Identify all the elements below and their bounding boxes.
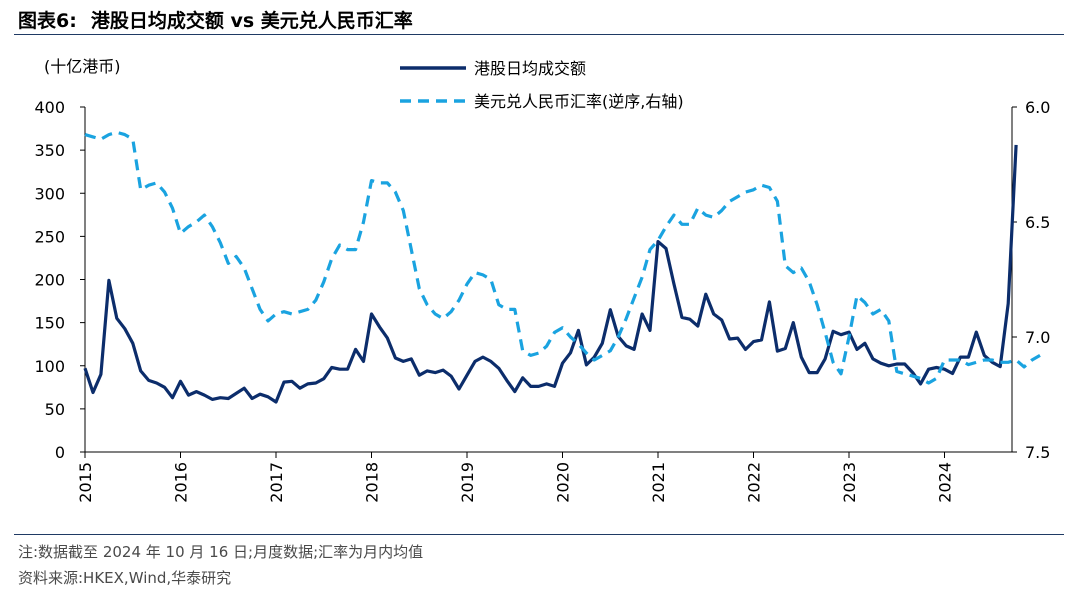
footnote: 注:数据截至 2024 年 10 月 16 日;月度数据;汇率为月内均值 xyxy=(18,543,424,561)
left-tick-label: 150 xyxy=(34,314,65,333)
left-tick-label: 200 xyxy=(34,271,65,290)
x-tick-label: 2024 xyxy=(936,462,955,503)
fx-series-line xyxy=(84,130,1041,385)
left-tick-label: 300 xyxy=(34,184,65,203)
left-tick-label: 0 xyxy=(55,443,65,462)
top-rule xyxy=(14,34,1064,35)
legend-fx-label: 美元兑人民币汇率(逆序,右轴) xyxy=(474,92,684,111)
right-tick-label: 7.0 xyxy=(1025,328,1050,347)
axes: (十亿港币) 0 50 100 150 200 250 300 350 400 6.0 6.5 7.0 7… xyxy=(34,57,1050,503)
left-axis-unit-label: (十亿港币) xyxy=(44,57,121,76)
turnover-series-line xyxy=(83,144,1018,404)
left-tick-label: 400 xyxy=(34,98,65,117)
x-tick-label: 2015 xyxy=(76,462,95,503)
left-tick-label: 100 xyxy=(34,357,65,376)
figure-label: 图表6: xyxy=(18,10,77,32)
right-tick-label: 7.5 xyxy=(1025,443,1050,462)
x-tick-label: 2020 xyxy=(554,462,573,503)
figure-title-bar: 图表6: 港股日均成交额 vs 美元兑人民币汇率 xyxy=(18,6,413,33)
x-tick-label: 2022 xyxy=(745,462,764,503)
x-tick-label: 2017 xyxy=(267,462,286,503)
legend-turnover-label: 港股日均成交额 xyxy=(474,59,586,78)
left-tick-label: 250 xyxy=(34,227,65,246)
source-note: 资料来源:HKEX,Wind,华泰研究 xyxy=(18,569,232,587)
figure-title: 港股日均成交额 vs 美元兑人民币汇率 xyxy=(90,10,413,32)
x-tick-label: 2019 xyxy=(458,462,477,503)
x-tick-label: 2023 xyxy=(840,462,859,503)
bottom-rule xyxy=(14,534,1064,535)
right-tick-label: 6.5 xyxy=(1025,213,1050,232)
x-tick-label: 2021 xyxy=(649,462,668,503)
left-tick-label: 350 xyxy=(34,141,65,160)
x-tick-label: 2018 xyxy=(363,462,382,503)
x-tick-label: 2016 xyxy=(172,462,191,503)
series-layer xyxy=(83,130,1041,404)
left-tick-label: 50 xyxy=(45,400,65,419)
right-tick-label: 6.0 xyxy=(1025,98,1050,117)
